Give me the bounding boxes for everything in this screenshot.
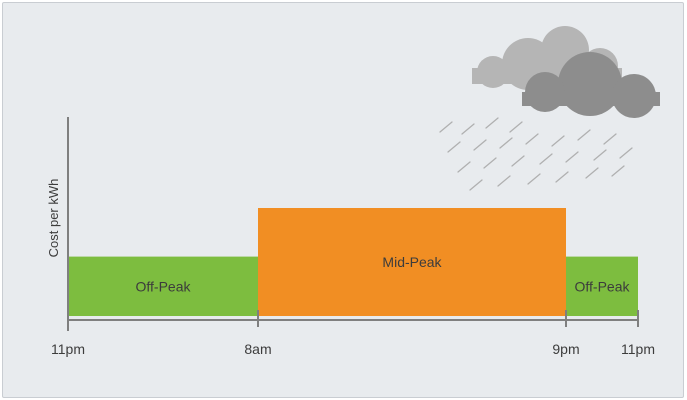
axes: 11pm 8am 9pm 11pm	[51, 117, 655, 357]
y-axis-title: Cost per kWh	[46, 179, 61, 258]
x-tick-label-2: 9pm	[552, 341, 579, 357]
rain-streak	[447, 141, 461, 153]
rain-streak	[439, 121, 453, 133]
rain-streak	[603, 133, 617, 145]
rain-streak	[469, 179, 483, 191]
rain-streak	[483, 157, 497, 169]
rain-streak	[551, 135, 565, 147]
rain-streak	[577, 129, 591, 141]
rain-streak	[611, 165, 625, 177]
rain-streak	[619, 147, 633, 159]
rain-streak	[593, 149, 607, 161]
rain-streak	[511, 155, 525, 167]
bar-off-peak-0	[68, 256, 258, 316]
x-tick-label-0: 11pm	[51, 341, 85, 357]
rain-streak	[525, 133, 539, 145]
bar-label-2: Off-Peak	[575, 278, 631, 294]
rain-streak	[499, 137, 513, 149]
rain-streak	[457, 161, 471, 173]
bar-mid-peak-1	[258, 208, 566, 316]
rain-streak	[555, 171, 569, 183]
rain-streak	[565, 151, 579, 163]
rain-streak	[497, 175, 511, 187]
bar-label-0: Off-Peak	[136, 278, 192, 294]
x-tick-label-3: 11pm	[621, 341, 655, 357]
bar-off-peak-2	[566, 256, 638, 316]
rain-cloud-icon	[439, 26, 660, 191]
rain-streak	[461, 123, 475, 135]
x-tick-label-1: 8am	[244, 341, 271, 357]
rain-streak	[585, 167, 599, 179]
rain-streak	[509, 121, 523, 133]
rain-streak	[485, 117, 499, 129]
bar-label-1: Mid-Peak	[382, 254, 442, 270]
rain-streak	[473, 139, 487, 151]
period-bars: Off-Peak Mid-Peak Off-Peak	[68, 208, 638, 316]
cloud-front	[522, 52, 660, 118]
rain-streak	[539, 153, 553, 165]
rain-streak	[527, 173, 541, 185]
